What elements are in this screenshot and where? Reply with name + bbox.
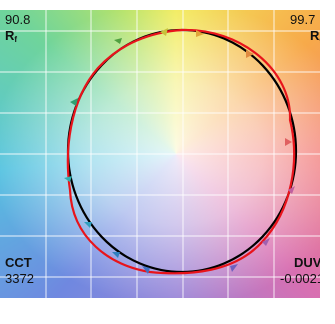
duv-label: DUV — [294, 255, 320, 270]
rf-subscript: f — [14, 35, 18, 44]
cct-value: 3372 — [5, 271, 34, 286]
rg-value: 99.7 — [290, 12, 316, 27]
rg-symbol: R — [310, 28, 320, 43]
test-vector-curve — [66, 28, 296, 275]
rg-subscript: g — [319, 35, 320, 44]
rf-symbol: R — [5, 28, 15, 43]
duv-value: -0.0021 — [280, 271, 320, 286]
vector-plot — [0, 10, 320, 298]
grid — [0, 10, 320, 298]
cct-label: CCT — [5, 255, 32, 270]
rf-value: 90.8 — [5, 12, 31, 27]
vector-arrows — [64, 28, 295, 274]
color-vector-graphic: 90.8 Rf 99.7 Rg CCT 3372 DUV -0.0021 — [0, 10, 320, 298]
rf-label: Rf — [5, 29, 17, 47]
rg-label: Rg — [310, 29, 320, 47]
